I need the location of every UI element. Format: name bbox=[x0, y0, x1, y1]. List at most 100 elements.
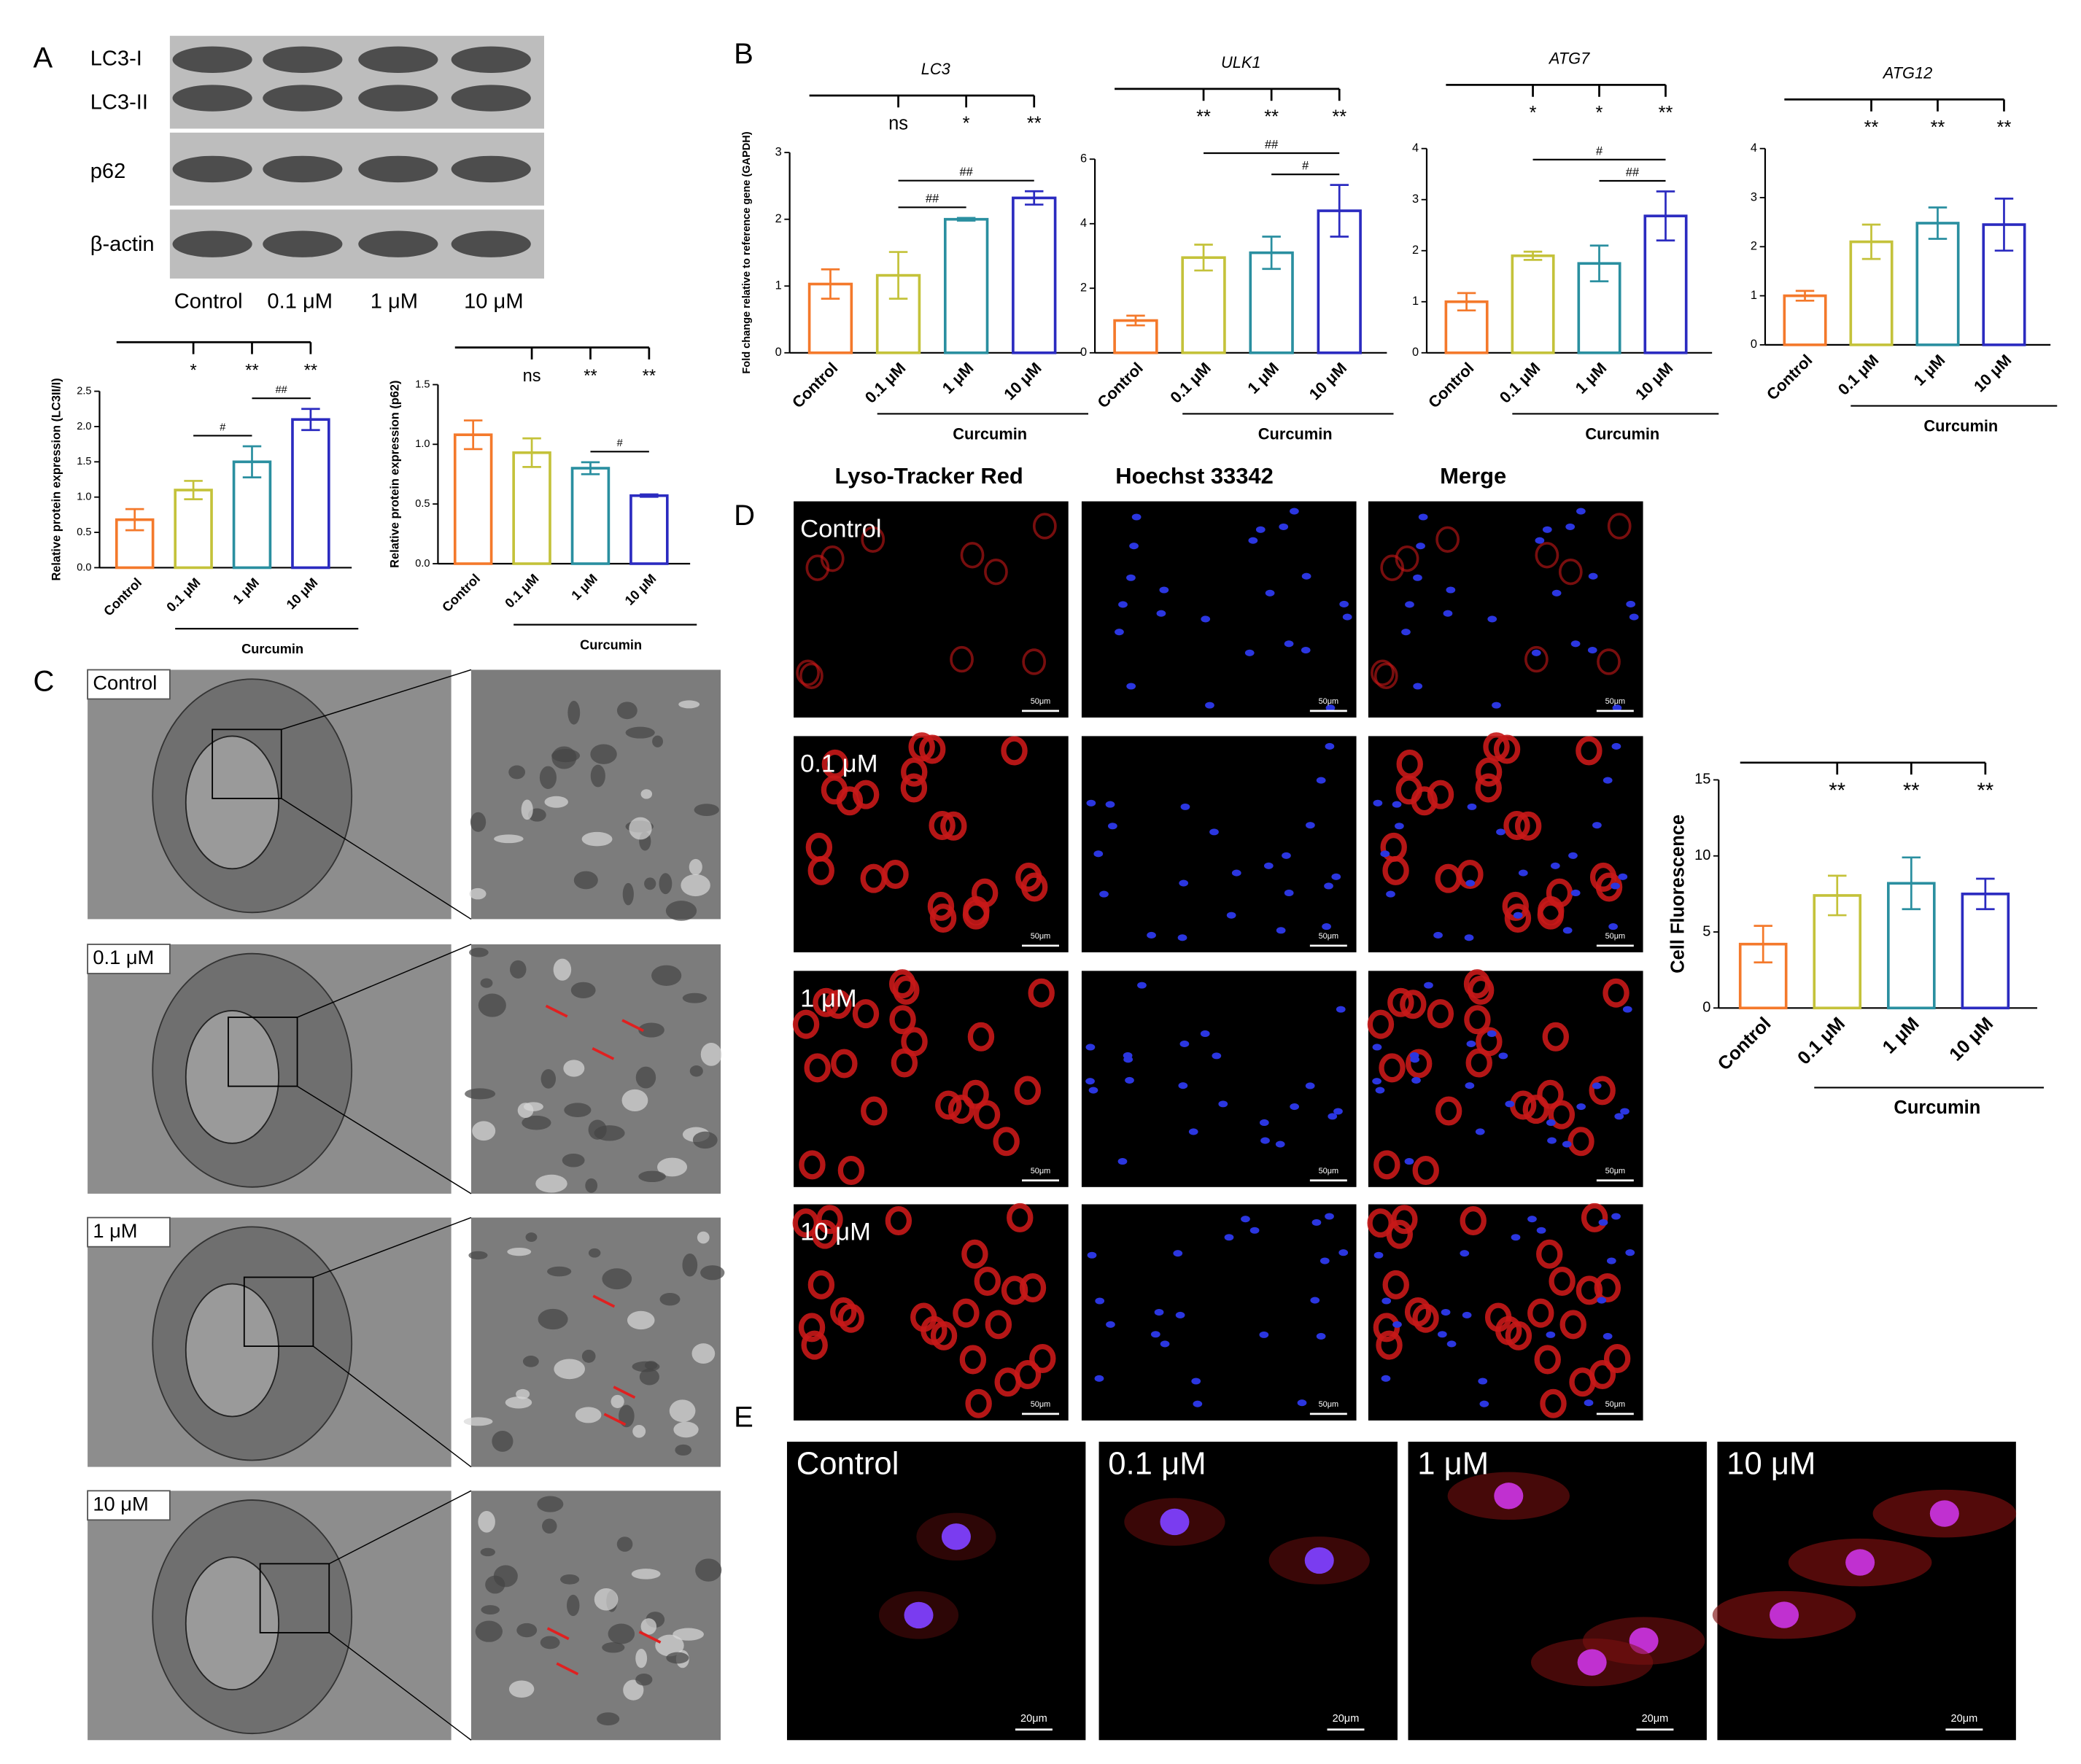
nucleus bbox=[1411, 1076, 1421, 1084]
tem-organelle bbox=[669, 1399, 696, 1423]
y-tick-label: 1.5 bbox=[77, 456, 91, 467]
nucleus bbox=[1622, 1006, 1632, 1013]
nucleus bbox=[1535, 537, 1545, 544]
nucleus bbox=[1173, 1250, 1183, 1257]
arrow bbox=[592, 1294, 616, 1308]
lane-label: 0.1 μM bbox=[267, 290, 333, 313]
nucleus bbox=[1608, 923, 1618, 930]
lysosome-signal bbox=[1379, 1053, 1406, 1083]
tem-organelle bbox=[547, 1266, 572, 1277]
nucleus bbox=[1212, 1052, 1222, 1060]
lysosome-signal bbox=[1007, 1202, 1034, 1232]
label-box bbox=[87, 669, 171, 700]
lysosome-signal bbox=[861, 526, 886, 553]
nucleus bbox=[1200, 1030, 1210, 1038]
nucleus bbox=[1592, 1082, 1602, 1089]
error-bar bbox=[956, 217, 976, 222]
nucleus bbox=[1099, 890, 1109, 898]
nucleus bbox=[1260, 1137, 1270, 1144]
lysosome-signal bbox=[1380, 554, 1405, 581]
arrow bbox=[603, 1413, 627, 1426]
nucleus bbox=[1159, 586, 1169, 594]
nucleus bbox=[1380, 850, 1390, 858]
panel-letter: B bbox=[734, 38, 753, 70]
nucleus bbox=[1614, 1113, 1624, 1120]
lysosome-signal bbox=[1022, 648, 1047, 675]
nucleus bbox=[1085, 1078, 1095, 1085]
lysosome-signal bbox=[1581, 1202, 1608, 1232]
significance-label: * bbox=[963, 114, 970, 134]
error-bar bbox=[463, 419, 483, 451]
zoom-line bbox=[328, 1490, 472, 1565]
nucleus bbox=[1336, 1006, 1346, 1013]
blot-band bbox=[358, 155, 438, 183]
nucleus bbox=[1496, 828, 1505, 836]
error-bar bbox=[1861, 223, 1881, 260]
bar bbox=[1915, 222, 1960, 346]
lysosome-signal bbox=[1391, 1205, 1418, 1235]
nucleus bbox=[1224, 1234, 1234, 1241]
nucleus bbox=[1322, 923, 1331, 930]
lysosome-signal bbox=[1412, 1155, 1439, 1185]
lysosome-signal bbox=[1594, 1273, 1621, 1303]
nucleus bbox=[1465, 879, 1476, 887]
tem-organelle bbox=[567, 700, 581, 725]
nucleus bbox=[1770, 1601, 1799, 1628]
nucleus bbox=[1518, 869, 1528, 877]
lysosome-signal bbox=[885, 1205, 912, 1235]
nucleus bbox=[1611, 742, 1621, 750]
lysosome-signal bbox=[836, 786, 864, 816]
nucleus bbox=[1123, 1056, 1133, 1063]
y-tick-label: 0 bbox=[775, 346, 782, 359]
tem-organelle bbox=[697, 1231, 710, 1244]
y-tick-label: 15 bbox=[1694, 772, 1710, 788]
tem-organelle bbox=[508, 1680, 535, 1698]
nucleus bbox=[1226, 912, 1236, 919]
tem-nucleus bbox=[185, 1556, 280, 1691]
nucleus bbox=[1527, 1216, 1537, 1223]
nucleus bbox=[1301, 572, 1311, 580]
nucleus bbox=[1441, 1308, 1451, 1316]
tem-organelle bbox=[469, 887, 487, 900]
error-bar bbox=[1753, 925, 1772, 964]
tem-organelle bbox=[544, 796, 568, 808]
nucleus bbox=[1570, 889, 1581, 897]
nucleus bbox=[1126, 683, 1136, 690]
significance-label: ** bbox=[1659, 103, 1673, 123]
lysosome-signal bbox=[985, 1310, 1012, 1340]
lysosome-signal bbox=[792, 1208, 820, 1238]
lysosome-signal bbox=[1527, 1298, 1554, 1328]
lysosome-signal bbox=[1460, 1205, 1487, 1235]
nucleus bbox=[1562, 1141, 1572, 1148]
lysosome-signal bbox=[1603, 978, 1629, 1008]
nucleus bbox=[1126, 574, 1136, 581]
tem-organelle bbox=[508, 765, 526, 780]
tem-organelle bbox=[567, 1594, 580, 1617]
error-bar bbox=[1828, 874, 1847, 917]
nucleus bbox=[1611, 1213, 1621, 1220]
lysosome-signal bbox=[801, 1330, 828, 1360]
lysosome-signal bbox=[1435, 1096, 1462, 1126]
lysosome-signal bbox=[1467, 975, 1495, 1005]
tem-label: 0.1 μM bbox=[93, 946, 154, 968]
tem-organelle bbox=[590, 744, 617, 764]
tem-organelle bbox=[525, 1232, 538, 1243]
nucleus bbox=[1241, 1216, 1250, 1223]
nucleus bbox=[1105, 801, 1115, 808]
scale-bar-label: 20μm bbox=[1642, 1713, 1669, 1725]
nucleus bbox=[1487, 615, 1497, 623]
nucleus bbox=[1231, 869, 1241, 877]
nucleus bbox=[1494, 1483, 1524, 1509]
y-tick-label: 0 bbox=[1702, 1000, 1710, 1016]
tem-organelle bbox=[553, 958, 572, 981]
nucleus bbox=[1418, 513, 1428, 521]
error-bar bbox=[821, 268, 840, 300]
y-tick-label: 1.0 bbox=[415, 438, 430, 450]
y-tick-label: 1.5 bbox=[415, 378, 430, 390]
nucleus bbox=[1381, 1297, 1392, 1305]
nucleus bbox=[1311, 1219, 1322, 1226]
tem-organelle bbox=[521, 799, 533, 820]
error-bar bbox=[1330, 184, 1349, 238]
tem-organelle bbox=[635, 1648, 648, 1668]
column-header: Hoechst 33342 bbox=[1115, 463, 1274, 489]
